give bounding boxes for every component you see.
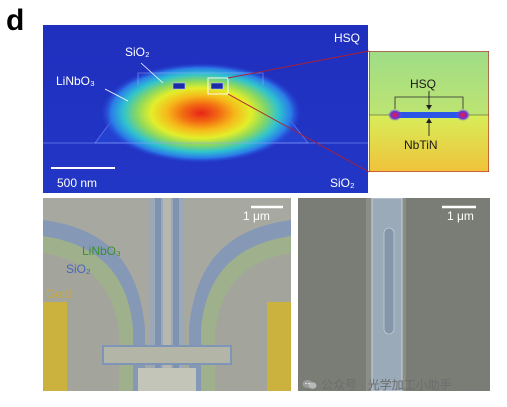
mode-simulation-image (43, 25, 368, 193)
wechat-icon (302, 380, 317, 389)
inset-simulation-image (369, 51, 489, 172)
inset-nbtin-label: NbTiN (404, 138, 438, 152)
sem-left-scale-label: 1 μm (243, 209, 270, 223)
inset-hsq-label: HSQ (410, 77, 437, 91)
sio2-bottom-label: SiO₂ (330, 176, 355, 190)
scale-bar-label: 500 nm (57, 176, 98, 190)
sem-image-left (43, 198, 291, 391)
sem-linbo3-label: LiNbO₃ (82, 244, 121, 258)
sio2-top-label: SiO₂ (125, 45, 150, 59)
sem-right-scale-label: 1 μm (447, 209, 474, 223)
watermark: 公众号 · 光学加工小助手 (302, 377, 452, 393)
sem-image-right (298, 198, 490, 391)
sem-sio2-label: SiO₂ (66, 262, 91, 276)
sem-gold-label: Gold (46, 287, 72, 301)
linbo3-label: LiNbO₃ (56, 74, 95, 88)
panel-letter: d (6, 4, 25, 37)
watermark-text: 公众号 · 光学加工小助手 (321, 378, 452, 392)
hsq-label: HSQ (334, 31, 361, 45)
